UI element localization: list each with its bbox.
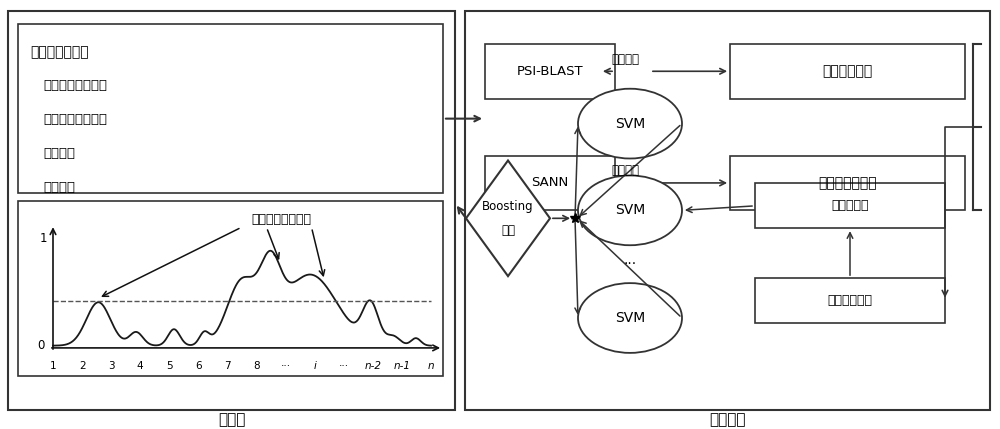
FancyBboxPatch shape (465, 11, 990, 410)
FancyBboxPatch shape (755, 184, 945, 228)
Text: 随机下采样: 随机下采样 (831, 199, 869, 212)
Text: 5: 5 (166, 361, 173, 371)
Ellipse shape (578, 283, 682, 353)
Text: 溶剂可及性特征: 溶剂可及性特征 (818, 176, 877, 190)
Text: 7: 7 (224, 361, 231, 371)
Ellipse shape (578, 89, 682, 158)
FancyBboxPatch shape (755, 278, 945, 323)
Text: 特征抽取: 特征抽取 (611, 164, 639, 178)
Text: 服务器端: 服务器端 (709, 412, 746, 427)
Text: 线性多核学习: 线性多核学习 (828, 294, 872, 307)
Text: 1: 1 (50, 361, 56, 371)
Text: 0: 0 (37, 339, 45, 352)
Text: 1: 1 (39, 232, 47, 245)
Text: 进化信息特征: 进化信息特征 (822, 64, 873, 78)
Text: n-2: n-2 (364, 361, 381, 371)
Text: 2: 2 (79, 361, 85, 371)
Text: SANN: SANN (531, 176, 569, 190)
Text: i: i (313, 361, 316, 371)
Polygon shape (466, 160, 550, 276)
Text: n: n (428, 361, 434, 371)
Text: 用户输入界面：: 用户输入界面： (30, 45, 89, 59)
Text: 电子邮箱: 电子邮箱 (43, 147, 75, 160)
Text: SVM: SVM (615, 311, 645, 325)
Text: n-1: n-1 (393, 361, 410, 371)
Ellipse shape (578, 175, 682, 245)
FancyBboxPatch shape (18, 201, 443, 376)
Text: SVM: SVM (615, 203, 645, 218)
Text: Boosting: Boosting (482, 200, 534, 213)
Text: ···: ··· (623, 257, 637, 271)
Text: 8: 8 (253, 361, 260, 371)
Text: 待预测蛋白质序列: 待预测蛋白质序列 (43, 113, 107, 126)
FancyBboxPatch shape (485, 156, 615, 210)
Text: 客户端: 客户端 (218, 412, 245, 427)
FancyBboxPatch shape (8, 11, 455, 410)
Text: ···: ··· (281, 361, 291, 371)
Text: ···: ··· (339, 361, 349, 371)
Text: 分割阈值: 分割阈值 (43, 181, 75, 194)
Text: 3: 3 (108, 361, 114, 371)
FancyBboxPatch shape (18, 24, 443, 193)
Text: 特征抽取: 特征抽取 (611, 53, 639, 66)
Text: PSI-BLAST: PSI-BLAST (517, 65, 583, 78)
Text: 6: 6 (195, 361, 202, 371)
Text: 集成: 集成 (501, 224, 515, 237)
Text: 4: 4 (137, 361, 144, 371)
FancyBboxPatch shape (730, 44, 965, 99)
Text: SVM: SVM (615, 117, 645, 130)
FancyBboxPatch shape (485, 44, 615, 99)
FancyBboxPatch shape (730, 156, 965, 210)
Text: 待预测蛋白质名称: 待预测蛋白质名称 (43, 79, 107, 92)
Text: 预测出的绑定位点: 预测出的绑定位点 (252, 213, 312, 226)
